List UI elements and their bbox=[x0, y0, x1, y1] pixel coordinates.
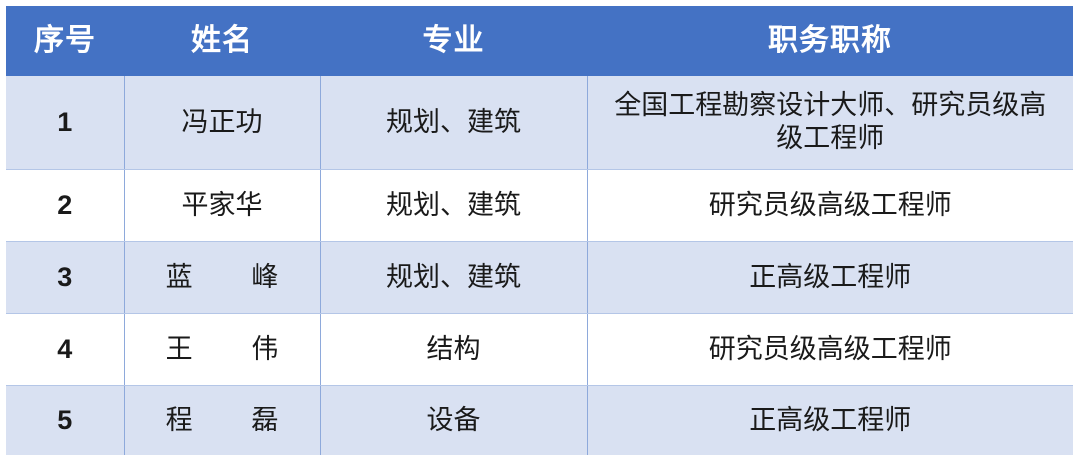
table-body: 1 冯正功 规划、建筑 全国工程勘察设计大师、研究员级高级工程师 2 平家华 规… bbox=[6, 76, 1073, 455]
cell-name: 平家华 bbox=[124, 169, 321, 242]
table-row: 5 程 磊 设备 正高级工程师 bbox=[6, 385, 1073, 455]
cell-name-text: 蓝 峰 bbox=[165, 261, 305, 292]
cell-title: 研究员级高级工程师 bbox=[587, 169, 1073, 242]
cell-name-text: 王 伟 bbox=[165, 333, 305, 364]
table-row: 1 冯正功 规划、建筑 全国工程勘察设计大师、研究员级高级工程师 bbox=[6, 76, 1073, 170]
cell-index: 1 bbox=[6, 76, 125, 170]
cell-index: 3 bbox=[6, 241, 125, 314]
cell-name: 冯正功 bbox=[124, 76, 321, 170]
table-row: 2 平家华 规划、建筑 研究员级高级工程师 bbox=[6, 169, 1073, 242]
cell-name: 蓝 峰 bbox=[124, 241, 321, 314]
column-header-index: 序号 bbox=[6, 6, 124, 76]
column-header-name: 姓名 bbox=[124, 6, 320, 76]
cell-major: 规划、建筑 bbox=[320, 241, 588, 314]
cell-name-text: 程 磊 bbox=[165, 404, 305, 435]
cell-title: 研究员级高级工程师 bbox=[587, 313, 1073, 386]
cell-name: 王 伟 bbox=[124, 313, 321, 386]
table-row: 4 王 伟 结构 研究员级高级工程师 bbox=[6, 313, 1073, 386]
table-row: 3 蓝 峰 规划、建筑 正高级工程师 bbox=[6, 241, 1073, 314]
cell-major: 结构 bbox=[320, 313, 588, 386]
table-header: 序号 姓名 专业 职务职称 bbox=[6, 6, 1073, 76]
cell-title: 全国工程勘察设计大师、研究员级高级工程师 bbox=[587, 76, 1073, 170]
cell-name: 程 磊 bbox=[124, 385, 321, 455]
cell-major: 设备 bbox=[320, 385, 588, 455]
cell-title-text: 全国工程勘察设计大师、研究员级高级工程师 bbox=[614, 90, 1047, 154]
cell-title: 正高级工程师 bbox=[587, 385, 1073, 455]
table-header-row: 序号 姓名 专业 职务职称 bbox=[6, 6, 1073, 76]
column-header-title: 职务职称 bbox=[587, 6, 1073, 76]
roster-table-container: 序号 姓名 专业 职务职称 1 冯正功 规划、建筑 全国工程勘察设计大师、研究员… bbox=[6, 6, 1073, 455]
cell-major: 规划、建筑 bbox=[320, 169, 588, 242]
cell-index: 4 bbox=[6, 313, 125, 386]
column-header-major: 专业 bbox=[320, 6, 587, 76]
cell-index: 5 bbox=[6, 385, 125, 455]
cell-title: 正高级工程师 bbox=[587, 241, 1073, 314]
cell-index: 2 bbox=[6, 169, 125, 242]
cell-major: 规划、建筑 bbox=[320, 76, 588, 170]
roster-table: 序号 姓名 专业 职务职称 1 冯正功 规划、建筑 全国工程勘察设计大师、研究员… bbox=[6, 6, 1073, 455]
